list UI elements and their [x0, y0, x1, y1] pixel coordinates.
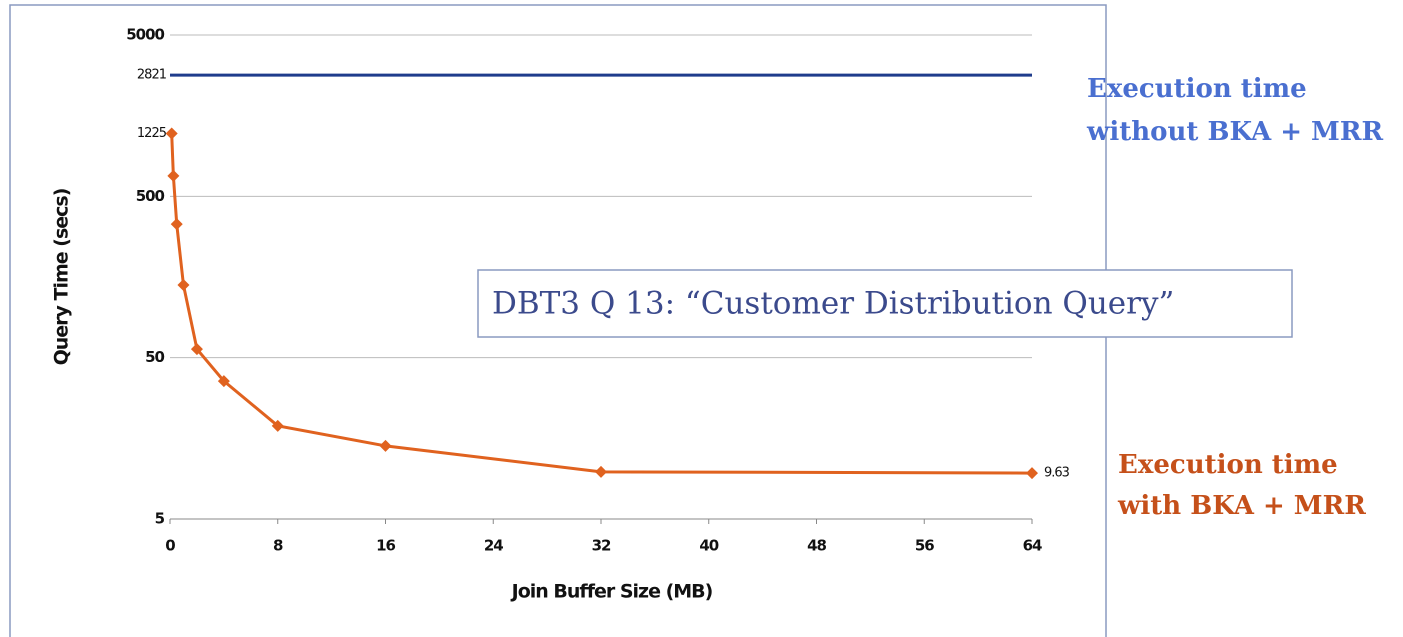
data-label: 1225: [137, 126, 167, 141]
marker: [190, 343, 203, 356]
annotation: Execution time: [1118, 450, 1338, 480]
annotation: with BKA + MRR: [1117, 491, 1366, 521]
marker: [165, 127, 178, 140]
x-tick-label: 56: [915, 537, 934, 555]
y-tick-label: 5: [155, 510, 165, 528]
annotation: Execution time: [1087, 74, 1307, 104]
chart-title: DBT3 Q 13: “Customer Distribution Query”: [492, 286, 1174, 322]
marker: [217, 375, 230, 388]
y-tick-label: 50: [145, 348, 164, 366]
x-axis-title: Join Buffer Size (MB): [510, 581, 713, 603]
annotation: without BKA + MRR: [1086, 117, 1383, 147]
data-label: 2821: [137, 68, 167, 83]
marker: [1026, 467, 1038, 480]
x-tick-label: 16: [376, 537, 395, 555]
y-axis-title: Query Time (secs): [51, 188, 73, 365]
x-tick-label: 40: [699, 537, 718, 555]
x-tick-label: 24: [484, 537, 503, 555]
plot: 5 50 500 5000 0 8 16 24 32 40 48 56 64 2821 1225 9.63: [126, 26, 1070, 555]
marker: [379, 439, 392, 452]
marker: [170, 218, 183, 231]
x-tick-label: 8: [273, 537, 283, 555]
data-label: 9.63: [1044, 466, 1070, 481]
y-tick-label: 5000: [126, 26, 164, 44]
x-tick-label: 0: [165, 537, 175, 555]
title-box: [477, 269, 1293, 338]
y-tick-label: 500: [136, 187, 165, 205]
x-tick-label: 48: [807, 537, 826, 555]
marker: [271, 419, 284, 432]
x-tick-label: 64: [1023, 537, 1042, 555]
x-tick-label: 32: [592, 537, 611, 555]
marker: [595, 465, 607, 478]
marker: [167, 169, 180, 182]
marker: [177, 279, 190, 292]
line: [170, 133, 1033, 475]
